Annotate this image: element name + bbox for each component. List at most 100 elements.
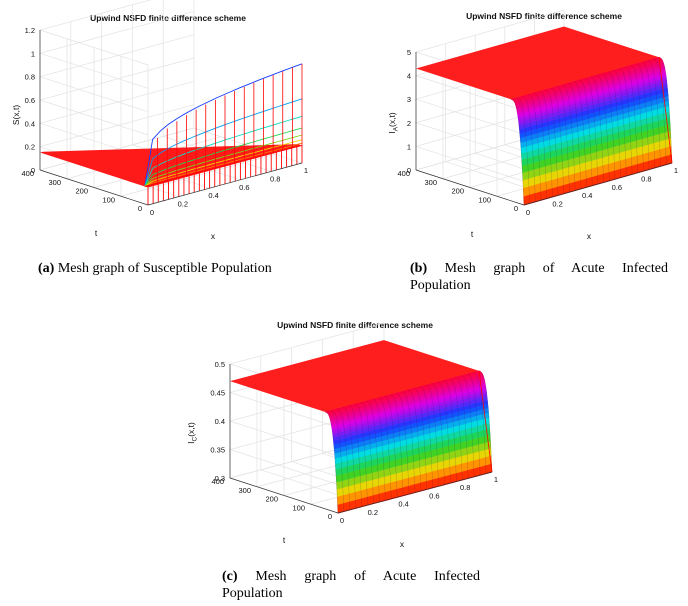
surface-mesh-line xyxy=(384,395,398,498)
z-axis-label: IC(x,t) xyxy=(186,422,199,444)
surface-mesh-line xyxy=(522,95,536,202)
x-tick-label: 0 xyxy=(340,516,344,525)
surface-mesh-line xyxy=(545,89,559,196)
t-tick-label: 300 xyxy=(424,178,437,187)
surface-profile-line xyxy=(144,115,303,187)
surface-mesh-line xyxy=(550,87,565,194)
surface-mesh-line xyxy=(401,391,416,493)
surface-profile-line xyxy=(144,139,303,187)
surface-mesh-line xyxy=(619,68,633,175)
surface-plateau xyxy=(416,26,659,100)
surface-side-edge xyxy=(658,57,673,164)
z-tick-label: 0.2 xyxy=(25,143,35,152)
chart-susceptible-svg: Upwind NSFD finite difference scheme 00.… xyxy=(11,0,308,241)
surface-side-edge xyxy=(478,370,493,473)
t-axis-line xyxy=(415,169,525,206)
z-tick-label: 4 xyxy=(407,72,411,81)
t-axis-line xyxy=(39,169,149,206)
t-tick-label: 400 xyxy=(211,477,224,486)
surface-mesh-line xyxy=(478,370,493,473)
surface-profile-line xyxy=(144,145,303,187)
x-axis-label: x xyxy=(587,231,592,241)
surface-mesh-line xyxy=(348,405,362,507)
x-tick-label: 0.6 xyxy=(239,183,249,192)
surface-mesh-line xyxy=(396,392,410,495)
x-tick-label: 0.8 xyxy=(270,174,280,183)
surface-mesh-line xyxy=(372,399,386,501)
surface-profile-line xyxy=(144,134,303,187)
surface-mesh-line xyxy=(330,410,345,512)
surface-mesh-line xyxy=(419,386,434,488)
x-tick-label: 1 xyxy=(494,475,498,484)
caption-b: (b) Mesh graph of Acute Infected Populat… xyxy=(410,260,668,294)
x-tick-label: 0.8 xyxy=(460,483,470,492)
caption-line-1: (c) Mesh graph of Acute Infected xyxy=(222,569,480,584)
surface-mesh-line xyxy=(641,61,656,168)
surface-mesh-line xyxy=(658,57,673,164)
t-tick-label: 200 xyxy=(265,495,278,504)
surface-mesh-line xyxy=(567,82,582,189)
x-tick-label: 0.2 xyxy=(178,200,188,209)
surface-band xyxy=(324,370,480,413)
surface-mesh-line xyxy=(378,397,392,499)
x-axis-line xyxy=(147,162,303,206)
surface-mesh-line xyxy=(443,380,457,482)
t-tick-label: 400 xyxy=(21,169,34,178)
floor-gridline xyxy=(120,153,276,197)
surface-mesh-line xyxy=(533,92,548,199)
surface-mesh-line xyxy=(407,389,422,491)
chart-acute-infected-svg: Upwind NSFD finite difference scheme 00.… xyxy=(387,9,678,241)
x-axis-line xyxy=(523,162,673,206)
z-tick-label: 0 xyxy=(31,166,35,175)
t-axis-label: t xyxy=(471,229,474,239)
surface-mesh-line xyxy=(596,74,610,181)
chart-susceptible: Upwind NSFD finite difference scheme 0 0.… xyxy=(0,0,344,250)
x-tick-label: 1 xyxy=(674,166,678,175)
surface-mesh-line xyxy=(437,381,451,484)
z-tick-label: 0.45 xyxy=(210,389,225,398)
surface-mesh-line xyxy=(528,94,542,201)
t-tick-label: 100 xyxy=(102,195,115,204)
surface-mesh-line xyxy=(413,387,428,490)
chart-acute-infected: Upwind NSFD finite difference scheme 0 0.… xyxy=(344,0,688,250)
surface-mesh-line xyxy=(630,65,644,172)
x-tick-label: 0.8 xyxy=(641,174,651,183)
t-tick-label: 200 xyxy=(75,187,88,196)
surface-mesh-line xyxy=(556,86,570,193)
surface-mesh-line xyxy=(455,376,469,479)
surface-mesh-line xyxy=(636,63,650,170)
surface-mesh-line xyxy=(562,84,576,191)
t-tick-label: 0 xyxy=(514,204,518,213)
surface-mesh-line xyxy=(516,97,530,204)
x-tick-label: 0.6 xyxy=(612,183,622,192)
surface-mesh-line xyxy=(342,406,357,509)
surface-mesh-line xyxy=(336,408,351,510)
floor-gridline xyxy=(39,127,195,171)
chart-chronic-infected: Upwind NSFD finite difference scheme 0 0.… xyxy=(172,310,516,560)
t-tick-label: 100 xyxy=(478,195,491,204)
z-gridline xyxy=(38,57,195,136)
surface-mesh-line xyxy=(653,58,667,165)
t-tick-label: 200 xyxy=(451,187,464,196)
z-tick-label: 0 xyxy=(407,166,411,175)
t-tick-label: 400 xyxy=(397,169,410,178)
z-tick-label: 1 xyxy=(31,49,35,58)
z-tick-label: 5 xyxy=(407,48,411,57)
z-tick-label: 2 xyxy=(407,119,411,128)
surface-mesh-line xyxy=(647,60,661,167)
x-tick-label: 0.6 xyxy=(429,491,439,500)
z-axis-label: IA(x,t) xyxy=(387,112,400,134)
x-tick-label: 0 xyxy=(526,208,530,217)
surface-plateau xyxy=(230,340,479,412)
surface-mesh-line xyxy=(607,71,622,178)
surface-profile-line xyxy=(144,127,303,187)
x-tick-label: 0 xyxy=(150,208,154,217)
z-tick-label: 3 xyxy=(407,95,411,104)
z-tick-label: 0.8 xyxy=(25,73,35,82)
surface-profile-line xyxy=(144,98,303,187)
x-tick-label: 0.2 xyxy=(368,508,378,517)
x-axis-line xyxy=(337,471,493,514)
surface-mesh-line xyxy=(354,403,368,506)
surface-mesh-line xyxy=(324,411,339,514)
t-axis-label: t xyxy=(95,228,98,238)
